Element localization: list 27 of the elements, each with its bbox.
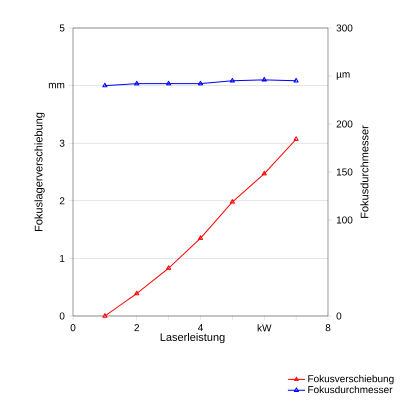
legend-label: Fokusdurchmesser	[308, 386, 392, 394]
point	[198, 235, 204, 240]
x-tick-label: 0	[70, 324, 76, 332]
y-tick-label: 3	[60, 140, 64, 147]
y-tick-label: 5	[60, 24, 64, 32]
y2-tick-label: 300	[336, 24, 352, 32]
x-tick-label: kW	[258, 324, 272, 332]
legend-label: Fokusverschiebung	[308, 374, 394, 384]
y-tick-label: 1	[60, 254, 64, 262]
y2-tick-label: µm	[336, 72, 350, 80]
point	[166, 265, 172, 270]
y2-tick-label: 200	[336, 120, 352, 128]
point	[230, 199, 235, 204]
x-axis-title: Laserleistung	[160, 332, 224, 344]
x-tick-label: 8	[326, 324, 330, 332]
y2-tick-label: 150	[336, 168, 352, 176]
y2-tick-label: 0	[336, 312, 342, 320]
y-tick-label: mm	[48, 82, 64, 88]
point	[134, 290, 140, 296]
y2-axis-title: Fokusdurchmesser	[360, 125, 368, 218]
y-tick-label: 0	[60, 312, 64, 320]
x-tick-label: 4	[198, 324, 203, 332]
x-tick-label: 2	[134, 324, 140, 332]
point	[262, 170, 267, 176]
y-axis-title: Fokuslagerverschiebung	[34, 112, 45, 232]
y-tick-label: 2	[60, 197, 64, 204]
y2-tick-label: 100	[336, 216, 352, 224]
